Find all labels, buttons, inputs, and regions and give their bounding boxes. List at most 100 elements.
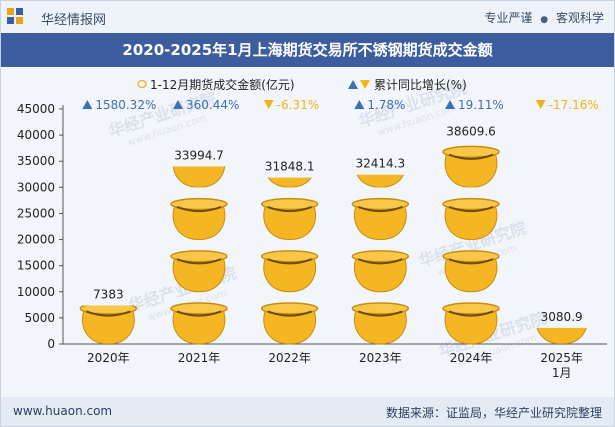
pot-shadow [357,310,403,317]
x-tick-label: 1月 [552,366,572,380]
pot-rim [170,250,228,263]
growth-down-icon [263,100,274,109]
pot-rim [442,145,500,159]
data-label-value: 31848.1 [265,160,315,174]
chart-title: 2020-2025年1月上海期货交易所不锈钢期货成交金额 [1,33,614,67]
pot-body [172,166,226,188]
pot-shadow [85,310,131,317]
pot-body [172,309,226,345]
pot-rim [442,197,500,211]
x-tick-label: 2022年 [268,351,311,365]
pot-body [356,174,404,188]
x-tick-label: 2023年 [359,351,402,365]
pot-shadow [267,258,313,265]
data-label-value: 3080.9 [541,310,583,324]
growth-up-icon [445,100,455,109]
bar-partial-5 [536,327,587,345]
chart-plot: 华经产业研究院www.huaon.com华经产业研究院www.huaon.com… [17,77,607,380]
pot-rim [260,302,319,315]
pot-shadow [357,206,403,213]
bar-partial-4 [442,145,500,188]
y-tick-label: 30000 [17,180,55,194]
growth-up-icon [82,100,93,109]
pot-rim [260,197,319,211]
pot-rim [170,197,228,211]
data-label-value: 38609.6 [446,124,496,138]
bar-4 [442,145,500,345]
x-tick-label: 2024年 [450,351,493,365]
y-tick-label: 0 [47,337,55,351]
brand-name: 华经情报网 [41,13,107,28]
pot-rim [352,146,408,157]
data-label-growth: -17.16% [549,98,599,112]
pot-shadow [448,153,494,160]
y-tick-label: 5000 [24,311,55,325]
data-label-value: 7383 [93,287,124,301]
pot-rim [442,302,500,315]
bar-partial-1 [172,166,226,188]
growth-up-icon [173,100,183,109]
x-tick-label: 2020年 [87,351,130,365]
pot-shadow [448,206,494,213]
footer-website: www.huaon.com [13,404,113,418]
bar-0 [79,305,138,345]
pot-body [81,309,135,345]
data-label-growth: 19.11% [458,98,504,112]
y-tick-label: 35000 [17,154,55,168]
x-tick-label: 2021年 [178,351,221,365]
footer-source: 数据来源：证监局，华经产业研究院整理 [385,406,602,420]
footer: www.huaon.com 数据来源：证监局，华经产业研究院整理 [1,397,614,426]
pot-body [172,204,226,241]
growth-up-icon [354,100,365,109]
pot-body [353,257,407,293]
pot-shadow [267,206,313,213]
tag-professional: 专业严谨 [484,11,533,25]
brand-tags: 专业严谨 ● 客观科学 [484,9,604,26]
pot-body [444,257,498,293]
legend-up-triangle-icon [348,80,358,89]
pot-body [444,204,498,241]
pot-rim [262,146,318,157]
data-label-growth: 1580.32% [95,98,156,112]
y-tick-label: 10000 [17,285,55,299]
pot-rim [79,305,138,315]
data-label-value: 33994.7 [174,148,224,162]
pot-shadow [176,310,222,317]
pot-rim [351,197,410,211]
pot-body [263,257,317,293]
data-label-value: 32414.3 [356,157,406,171]
pot-body [172,257,226,293]
top-bar: 华经情报网 专业严谨 ● 客观科学 [1,1,614,33]
pot-rim [442,250,500,263]
pot-shadow [268,155,312,159]
bar-partial-0 [79,305,138,345]
pot-rim [260,250,319,263]
pot-body [444,309,498,345]
tag-objective: 客观科学 [555,11,604,25]
logo-icon [7,8,23,24]
bar-5 [536,327,587,345]
pot-rim [170,302,228,315]
bar-partial-3 [352,146,408,188]
pot-body [353,204,407,241]
legend-down-triangle-icon [360,80,370,89]
y-tick-label: 25000 [17,206,55,220]
y-tick-label: 20000 [17,233,55,247]
growth-down-icon [535,100,546,109]
bar-3 [351,146,410,345]
bar-partial-2 [262,146,318,188]
pot-body [267,177,312,188]
y-tick-label: 45000 [17,102,55,116]
pot-shadow [176,258,222,265]
x-tick-label: 2025年 [540,351,583,365]
legend-label-growth: 累计同比增长(%) [374,78,467,92]
bar-2 [260,146,319,345]
pot-shadow [176,206,222,213]
data-label-growth: -6.31% [277,98,319,112]
bar-1 [170,166,228,345]
bullet-icon: ● [540,15,549,25]
y-tick-label: 15000 [17,259,55,273]
pot-body [536,327,587,345]
pot-body [263,204,317,241]
